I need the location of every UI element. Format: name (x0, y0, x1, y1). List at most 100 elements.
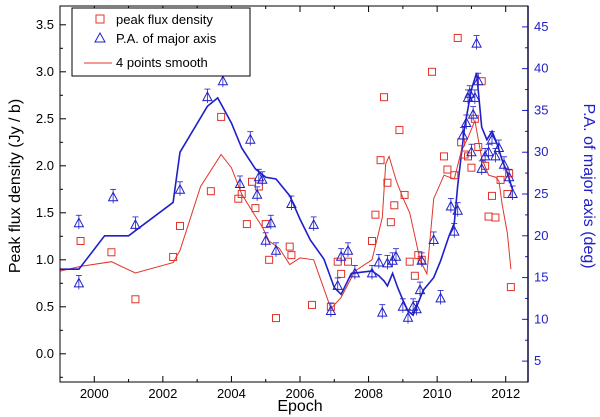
pa-point (490, 150, 501, 161)
y-right-tick-label: 45 (534, 19, 548, 34)
legend-marker-triangle (94, 31, 106, 43)
pa-point (325, 304, 337, 315)
y-left-tick-label: 1.5 (36, 205, 54, 220)
pa-point (265, 217, 277, 228)
y-right-tick-label: 10 (534, 311, 548, 326)
flux-point (383, 178, 392, 187)
pa-point (73, 217, 85, 228)
flux-point (333, 257, 342, 266)
pa-point (373, 256, 385, 267)
flux-point (371, 210, 380, 219)
flux-point (248, 177, 256, 186)
x-tick-label: 2006 (286, 386, 315, 401)
pa-point (428, 233, 440, 244)
y-right-tick-label: 5 (534, 353, 541, 368)
pa-point (332, 279, 344, 290)
y-right-tick-label: 30 (534, 144, 548, 159)
flux-point (237, 190, 246, 198)
plot-frame (59, 5, 529, 383)
pa-point (414, 284, 426, 295)
pa-point (464, 87, 476, 98)
pa-point (469, 91, 481, 102)
x-tick-label: 2000 (80, 386, 109, 401)
flux-point (380, 93, 388, 102)
y-left-tick-label: 2.0 (36, 158, 54, 173)
y-left-tick-label: 1.0 (36, 252, 54, 267)
y-right-tick-label: 15 (534, 270, 548, 285)
flux-point (390, 201, 399, 210)
pa-point (174, 183, 186, 194)
pa-point (411, 303, 422, 314)
pa-point (244, 133, 256, 144)
y-right-tick-label: 35 (534, 102, 548, 117)
flux-point (261, 220, 270, 229)
pa-point (286, 197, 297, 208)
series-line-flux-smooth (59, 118, 512, 310)
y-left-tick-label: 3.5 (36, 17, 54, 32)
pa-point (270, 244, 282, 255)
flux-point (506, 283, 515, 292)
flux-point (386, 218, 395, 227)
pa-point (498, 158, 510, 169)
pa-point (342, 244, 354, 255)
legend-marker-square (95, 14, 105, 24)
flux-point (344, 257, 352, 266)
y-left-tick-label: 0.0 (36, 346, 54, 361)
flux-point (467, 163, 476, 172)
flux-point (503, 190, 512, 198)
x-axis-title: Epoch (277, 398, 322, 415)
flux-point (496, 175, 505, 184)
flux-point (206, 187, 215, 196)
pa-point (486, 133, 498, 144)
pa-point (260, 234, 272, 245)
x-tick-label: 2002 (148, 386, 177, 401)
pa-point (366, 267, 378, 278)
pa-point (493, 141, 505, 152)
pa-point (476, 162, 488, 173)
pa-point (503, 171, 515, 182)
flux-point (217, 112, 226, 121)
legend-label-smooth: 4 points smooth (116, 55, 208, 70)
flux-point (440, 152, 448, 161)
pa-point (402, 311, 414, 322)
pa-point (251, 188, 263, 199)
pa-point (130, 218, 141, 229)
x-tick-label: 2008 (354, 386, 383, 401)
flux-point (474, 143, 483, 151)
flux-point (285, 242, 294, 251)
flux-point (405, 257, 414, 266)
pa-point (467, 108, 479, 119)
pa-point (107, 191, 119, 202)
pa-point (416, 254, 428, 265)
flux-point (450, 171, 459, 180)
flux-point (484, 212, 493, 221)
flux-point (400, 190, 409, 199)
legend: peak flux density P.A. of major axis 4 p… (71, 7, 251, 77)
pa-point (202, 91, 213, 102)
pa-point (376, 306, 388, 317)
flux-point (107, 248, 116, 257)
pa-point (73, 277, 85, 288)
flux-point (131, 295, 140, 304)
right-axis-title: P.A. of major axis (deg) (580, 103, 597, 268)
flux-point (265, 255, 274, 264)
y-right-tick-label: 25 (534, 186, 548, 201)
pa-point (349, 267, 361, 278)
pa-point (460, 116, 472, 127)
pa-point (445, 200, 457, 211)
flux-point (376, 156, 385, 165)
y-right-tick-label: 20 (534, 228, 548, 243)
flux-point (272, 314, 280, 323)
legend-label-pa: P.A. of major axis (116, 31, 217, 46)
flux-point (453, 33, 462, 42)
flux-point (410, 271, 419, 280)
y-right-tick-label: 40 (534, 61, 548, 76)
pa-point (397, 300, 409, 311)
flux-point (308, 300, 316, 309)
flux-point (76, 237, 85, 245)
x-tick-label: 2010 (423, 386, 452, 401)
flux-point (287, 251, 296, 260)
pa-point (471, 37, 482, 48)
pa-point (234, 177, 246, 188)
